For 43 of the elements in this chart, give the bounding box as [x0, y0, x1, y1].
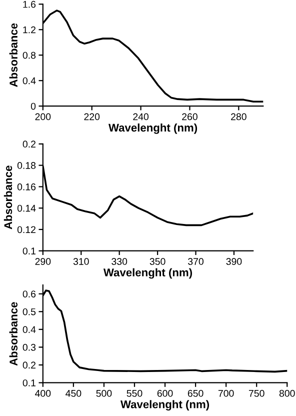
x-tick-label: 260 [182, 113, 198, 120]
y-tick-label: 0.1 [22, 379, 36, 386]
x-tick-label: 700 [218, 390, 234, 397]
x-tick-label: 400 [35, 390, 51, 397]
y-axis-title: Absorbance [9, 302, 18, 366]
x-tick-label: 600 [157, 390, 173, 397]
y-axis-title: Absorbance [4, 166, 12, 230]
x-tick-label: 240 [133, 113, 149, 120]
y-tick-label: 0.16 [17, 183, 36, 190]
y-tick-label: 0.18 [17, 162, 36, 169]
x-tick-label: 220 [84, 113, 100, 120]
x-tick-label: 800 [279, 390, 295, 397]
y-tick-label: 0.5 [22, 308, 36, 316]
y-tick-label: 0.1 [22, 248, 36, 254]
x-tick-label: 370 [188, 258, 204, 265]
x-tick-label: 650 [188, 390, 204, 397]
x-tick-label: 550 [126, 390, 142, 397]
x-axis-title: Wavelenght (nm) [108, 123, 198, 134]
x-tick-label: 330 [112, 258, 128, 265]
x-tick-label: 290 [35, 258, 51, 265]
x-tick-label: 750 [248, 390, 264, 397]
x-axis-title: Wavelenght (nm) [120, 400, 210, 411]
y-tick-label: 0.4 [22, 77, 36, 84]
x-tick-label: 450 [66, 390, 82, 397]
y-tick-label: 0.6 [22, 290, 36, 298]
y-tick-label: 0.2 [22, 362, 36, 369]
x-tick-label: 500 [96, 390, 112, 397]
y-tick-label: 0.12 [17, 226, 36, 234]
x-tick-label: 350 [150, 258, 166, 265]
x-axis-title: Wavelenght (nm) [103, 268, 192, 279]
y-tick-label: 0.4 [22, 326, 36, 334]
x-tick-label: 310 [73, 258, 89, 265]
y-tick-label: 0 [30, 102, 36, 110]
x-tick-label: 390 [226, 258, 242, 265]
y-axis-title: Absorbance [9, 23, 18, 87]
y-tick-label: 0.14 [17, 204, 36, 212]
x-tick-label: 280 [231, 113, 246, 120]
y-tick-label: 0.8 [22, 52, 36, 59]
y-tick-label: 1.6 [23, 0, 36, 8]
y-tick-label: 0.2 [22, 140, 36, 148]
x-tick-label: 200 [35, 113, 51, 120]
y-tick-label: 1.2 [23, 26, 36, 34]
y-tick-label: 0.3 [22, 344, 36, 351]
